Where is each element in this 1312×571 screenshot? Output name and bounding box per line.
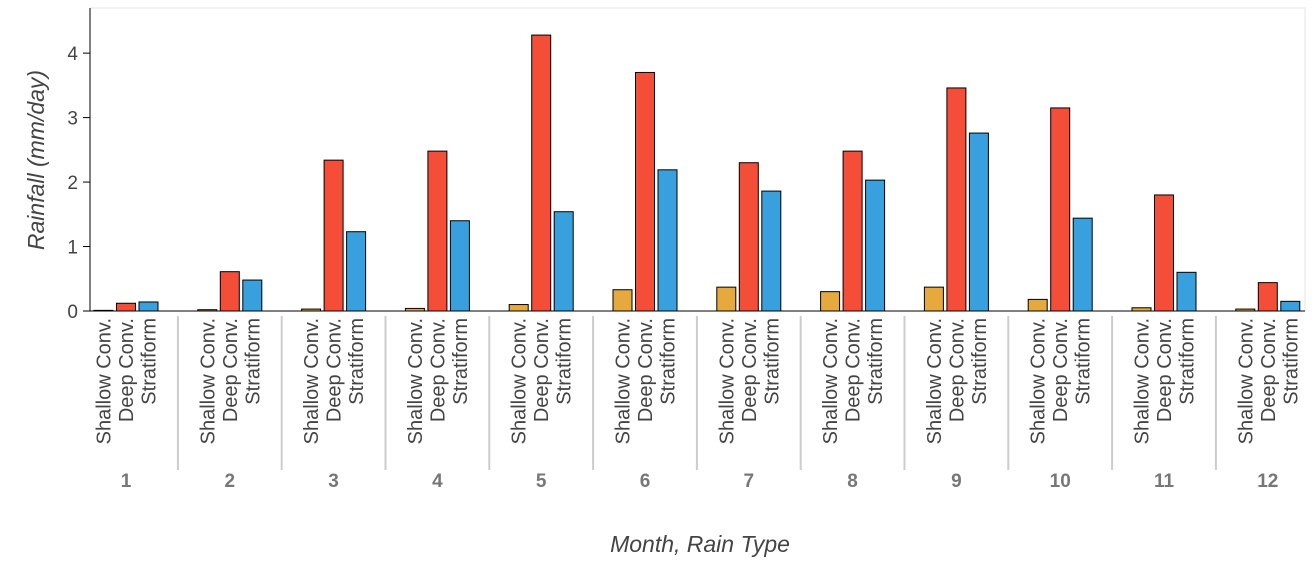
subgroup-label: Deep Conv. <box>946 318 968 422</box>
bar <box>93 309 114 312</box>
subgroup-label: Stratiform <box>761 318 783 405</box>
subgroup-label: Shallow Conv. <box>1028 318 1050 444</box>
month-label: 9 <box>951 471 962 492</box>
subgroup-label: Deep Conv. <box>220 318 242 422</box>
subgroup-label: Stratiform <box>450 318 472 405</box>
y-tick-label: 0 <box>67 302 78 323</box>
bar <box>635 71 655 312</box>
bar <box>761 190 782 312</box>
month-label: 2 <box>225 471 236 492</box>
bar <box>1027 298 1048 312</box>
subgroup-label: Shallow Conv. <box>197 318 219 444</box>
bar <box>865 179 886 312</box>
bar <box>138 301 159 312</box>
bar <box>242 279 263 312</box>
bar <box>1280 300 1301 312</box>
bar <box>1050 107 1071 312</box>
bar <box>449 220 470 312</box>
month-label: 8 <box>847 471 858 492</box>
subgroup-label: Deep Conv. <box>324 318 346 422</box>
month-label: 11 <box>1154 471 1175 492</box>
subgroup-label: Stratiform <box>242 318 264 405</box>
y-tick-label: 3 <box>67 109 78 130</box>
subgroup-label: Stratiform <box>1280 318 1302 405</box>
subgroup-label: Stratiform <box>1177 318 1199 405</box>
subgroup-label: Shallow Conv. <box>94 318 116 444</box>
bar <box>1176 271 1197 312</box>
bar <box>1235 308 1256 312</box>
subgroup-label: Deep Conv. <box>739 318 761 422</box>
subgroup-label: Shallow Conv. <box>1132 318 1154 444</box>
bar <box>427 150 448 312</box>
month-label: 5 <box>536 471 547 492</box>
bar <box>531 34 552 312</box>
month-label: 1 <box>121 471 132 492</box>
subgroup-label: Shallow Conv. <box>509 318 531 444</box>
subgroup-label: Stratiform <box>554 318 576 405</box>
bar <box>404 307 425 312</box>
subgroup-label: Shallow Conv. <box>820 318 842 444</box>
y-tick-label: 4 <box>67 44 78 65</box>
month-label: 4 <box>432 471 443 492</box>
subgroup-label: Shallow Conv. <box>405 318 427 444</box>
bar <box>657 169 678 312</box>
subgroup-label: Shallow Conv. <box>301 318 323 444</box>
subgroup-label: Stratiform <box>658 318 680 405</box>
y-tick-label: 2 <box>67 173 78 194</box>
bar <box>301 308 322 312</box>
bar <box>1257 282 1278 312</box>
subgroup-label: Deep Conv. <box>116 318 138 422</box>
subgroup-label: Shallow Conv. <box>716 318 738 444</box>
subgroup-label: Shallow Conv. <box>924 318 946 444</box>
bar <box>1131 307 1152 312</box>
subgroup-label: Shallow Conv. <box>1235 318 1257 444</box>
subgroup-label: Stratiform <box>969 318 991 405</box>
bar <box>346 231 367 312</box>
bar <box>842 150 863 312</box>
bar <box>197 309 218 312</box>
bar <box>968 132 989 312</box>
subgroup-label: Deep Conv. <box>1258 318 1280 422</box>
bar <box>716 286 737 312</box>
month-label: 10 <box>1050 471 1071 492</box>
bar <box>1154 194 1174 312</box>
bar <box>116 302 136 312</box>
month-label: 6 <box>640 471 651 492</box>
bar <box>508 304 529 312</box>
subgroup-label: Shallow Conv. <box>613 318 635 444</box>
bar <box>820 291 841 312</box>
subgroup-label: Deep Conv. <box>1154 318 1176 422</box>
subgroup-label: Deep Conv. <box>427 318 449 422</box>
subgroup-label: Stratiform <box>865 318 887 405</box>
bar <box>323 159 344 312</box>
bar <box>553 211 574 312</box>
x-axis-label: Month, Rain Type <box>610 531 790 557</box>
month-label: 12 <box>1257 471 1278 492</box>
bar <box>612 289 633 312</box>
month-label: 3 <box>328 471 339 492</box>
subgroup-label: Deep Conv. <box>635 318 657 422</box>
bar <box>923 286 944 312</box>
subgroup-label: Deep Conv. <box>531 318 553 422</box>
month-label: 7 <box>744 471 755 492</box>
subgroup-label: Deep Conv. <box>1050 318 1072 422</box>
subgroup-label: Stratiform <box>139 318 161 405</box>
subgroup-label: Stratiform <box>1073 318 1095 405</box>
bar <box>219 271 240 312</box>
plot-frame <box>89 7 1306 312</box>
subgroup-label: Stratiform <box>346 318 368 405</box>
bar <box>946 87 967 312</box>
bar <box>1072 217 1093 312</box>
y-tick-label: 1 <box>67 238 78 259</box>
bar <box>738 162 759 312</box>
y-axis-label: Rainfall (mm/day) <box>23 70 49 250</box>
subgroup-label: Deep Conv. <box>843 318 865 422</box>
